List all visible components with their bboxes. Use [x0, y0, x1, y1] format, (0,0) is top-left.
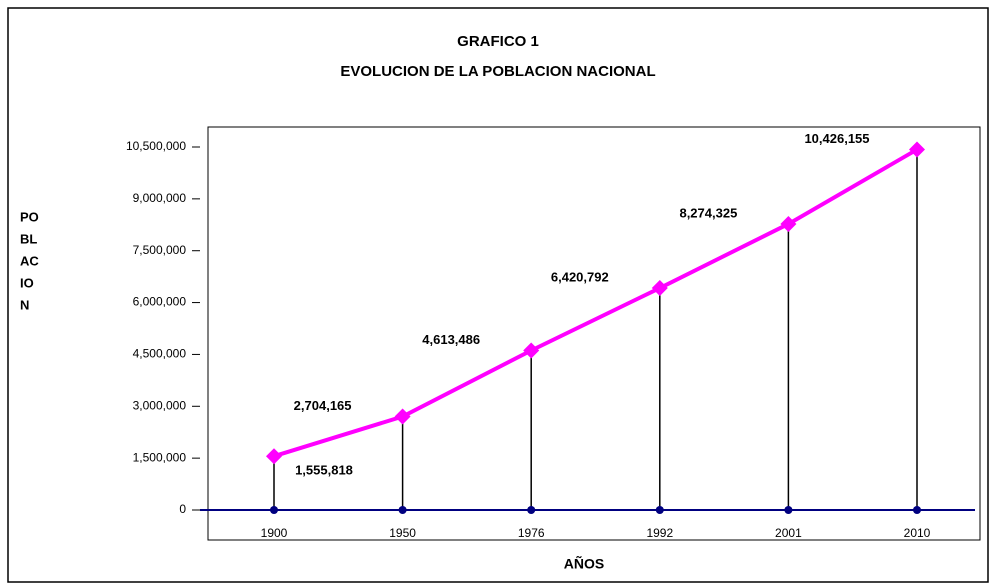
y-axis-label: AC	[20, 253, 39, 268]
x-tick-label: 2010	[904, 526, 931, 540]
x-tick-label: 1900	[261, 526, 288, 540]
drop-base	[784, 506, 793, 514]
chart-title: EVOLUCION DE LA POBLACION NACIONAL	[340, 63, 655, 80]
outer-frame	[7, 7, 989, 583]
point	[523, 342, 540, 359]
x-tick-label: 1950	[389, 526, 416, 540]
y-tick-label: 9,000,000	[133, 191, 187, 205]
y-tick-label: 6,000,000	[133, 295, 187, 309]
value-label: 1,555,818	[295, 463, 353, 478]
x-tick-label: 2001	[775, 526, 802, 540]
value-label: 8,274,325	[679, 205, 737, 220]
value-label: 6,420,792	[551, 269, 609, 284]
x-tick-label: 1992	[646, 526, 673, 540]
line	[273, 147, 919, 459]
drop-base	[398, 506, 407, 514]
y-tick-label: 1,500,000	[133, 450, 187, 464]
y-axis-label: N	[20, 297, 29, 312]
point	[394, 408, 411, 425]
x-axis-label: AÑOS	[564, 555, 604, 572]
value-label: 10,426,155	[804, 131, 869, 146]
y-tick-label: 7,500,000	[133, 243, 187, 257]
y-axis-label: IO	[20, 275, 34, 290]
y-tick-label: 10,500,000	[126, 139, 186, 153]
value-label: 2,704,165	[294, 398, 352, 413]
drop-base	[913, 506, 921, 514]
point	[651, 280, 668, 297]
plot-frame	[207, 126, 981, 541]
y-axis-label: PO	[20, 209, 39, 224]
y-tick-label: 4,500,000	[133, 347, 187, 361]
drop-base	[655, 506, 664, 514]
drop-base	[527, 506, 536, 514]
point	[909, 141, 925, 158]
drop-base	[270, 506, 278, 514]
y-tick-label: 0	[179, 502, 186, 516]
point	[266, 448, 282, 465]
y-axis-label: BL	[20, 231, 37, 246]
point	[780, 215, 797, 232]
x-tick-label: 1976	[518, 526, 545, 540]
value-label: 4,613,486	[422, 332, 480, 347]
y-tick-label: 3,000,000	[133, 398, 187, 412]
chart-title: GRAFICO 1	[457, 33, 539, 50]
